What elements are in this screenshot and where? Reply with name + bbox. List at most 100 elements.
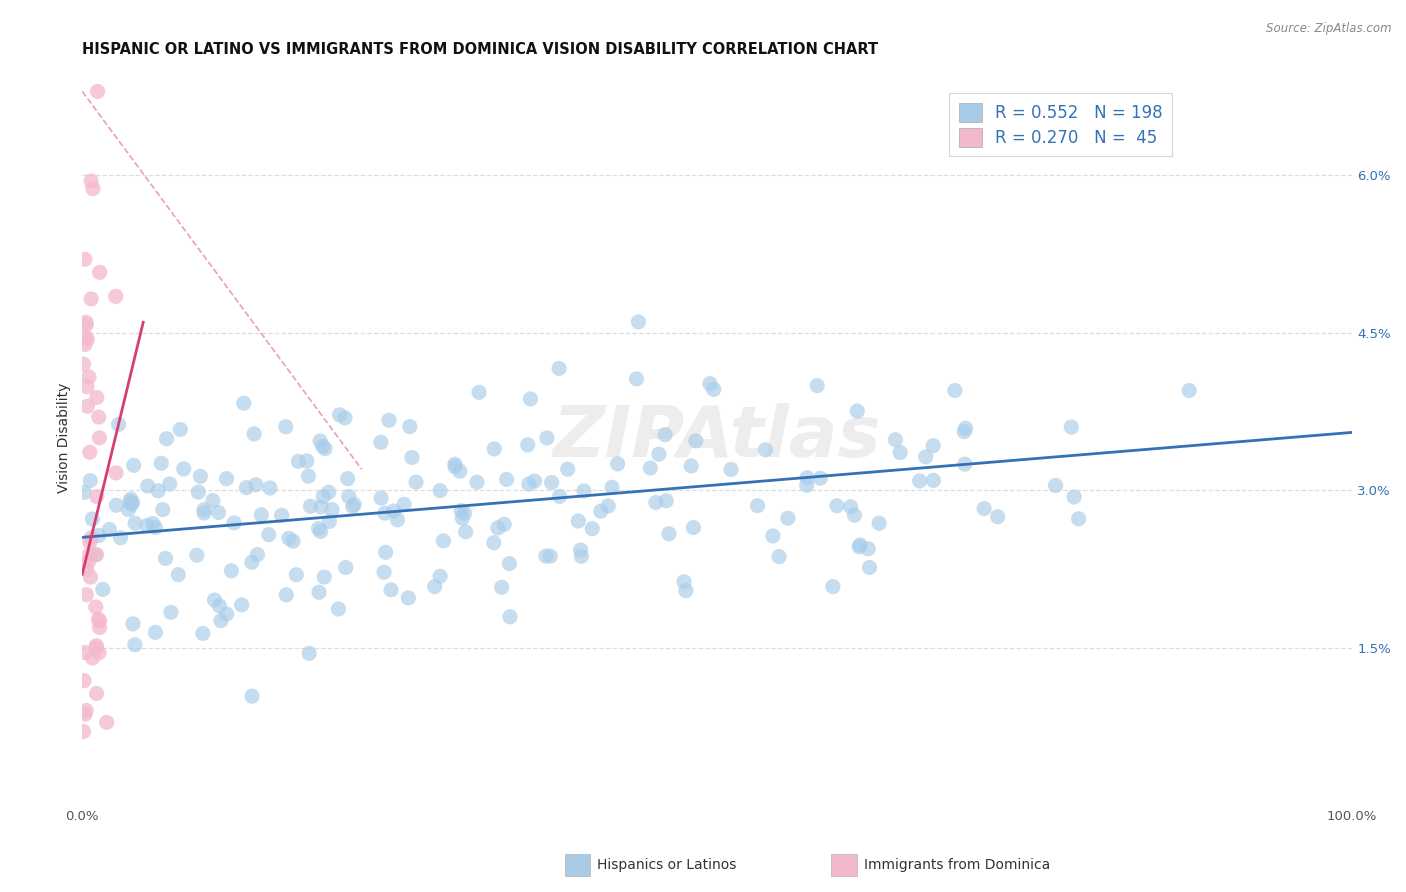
Point [450,504,472,518]
Point [382,504,405,518]
Point [454,524,477,539]
Point [75,337,97,351]
Point [309,434,332,448]
Point [392,497,415,511]
Point [499,609,522,624]
Point [89,265,111,279]
Point [146,483,169,498]
Point [449,464,471,478]
Point [762,529,785,543]
Point [145,520,167,534]
Point [342,500,364,514]
Point [105,498,128,512]
Point [328,408,350,422]
Point [699,376,721,391]
Point [276,588,298,602]
Point [498,557,520,571]
Point [136,479,159,493]
Point [84,599,107,614]
Point [922,474,945,488]
Point [825,499,848,513]
Point [120,492,142,507]
Point [169,422,191,436]
Text: HISPANIC OR LATINO VS IMMIGRANTS FROM DOMINICA VISION DISABILITY CORRELATION CHA: HISPANIC OR LATINO VS IMMIGRANTS FROM DO… [83,42,879,57]
Point [540,475,562,490]
Point [79,548,101,562]
Point [589,504,612,518]
Point [76,380,98,394]
Point [858,541,880,556]
Point [548,361,571,376]
Point [768,549,790,564]
Point [204,593,226,607]
Point [655,493,678,508]
Point [922,439,945,453]
Point [314,570,336,584]
Point [259,481,281,495]
Text: Immigrants from Dominica: Immigrants from Dominica [863,858,1050,871]
Point [495,473,517,487]
Point [465,475,488,490]
Point [796,471,818,485]
Point [378,413,401,427]
Point [321,502,343,516]
Point [87,646,110,660]
Point [84,548,107,562]
Point [337,490,360,504]
Point [191,626,214,640]
Point [150,456,173,470]
Point [380,582,402,597]
Point [343,498,366,512]
Point [76,563,98,577]
Point [75,707,97,722]
Point [494,517,516,532]
Point [124,516,146,531]
Point [298,647,321,661]
Point [314,442,336,456]
Point [482,442,505,456]
Point [96,715,118,730]
Point [821,580,844,594]
Point [308,585,330,599]
Point [640,461,662,475]
Point [86,84,108,98]
Point [145,625,167,640]
Point [1067,512,1090,526]
Point [77,370,100,384]
Point [567,514,589,528]
Point [75,318,97,332]
Point [654,427,676,442]
Point [245,477,267,491]
Point [846,404,869,418]
Point [221,564,243,578]
Text: Source: ZipAtlas.com: Source: ZipAtlas.com [1267,22,1392,36]
Point [250,508,273,522]
Point [429,483,451,498]
Point [374,506,396,520]
Point [538,549,561,563]
Point [335,560,357,574]
Point [82,182,104,196]
Point [75,315,97,329]
Point [987,509,1010,524]
Point [281,534,304,549]
Point [159,477,181,491]
Point [72,724,94,739]
Point [953,425,976,439]
Point [374,545,396,559]
Point [79,570,101,584]
Point [118,494,141,508]
Point [142,516,165,531]
Point [104,289,127,303]
Y-axis label: Vision Disability: Vision Disability [58,383,72,493]
Point [858,560,880,574]
Text: ZIPAtlas: ZIPAtlas [553,403,882,472]
Point [121,497,143,511]
Point [675,583,697,598]
Point [808,471,831,485]
Point [277,531,299,545]
Point [523,474,546,488]
Point [79,445,101,459]
Point [215,472,238,486]
Point [648,447,671,461]
